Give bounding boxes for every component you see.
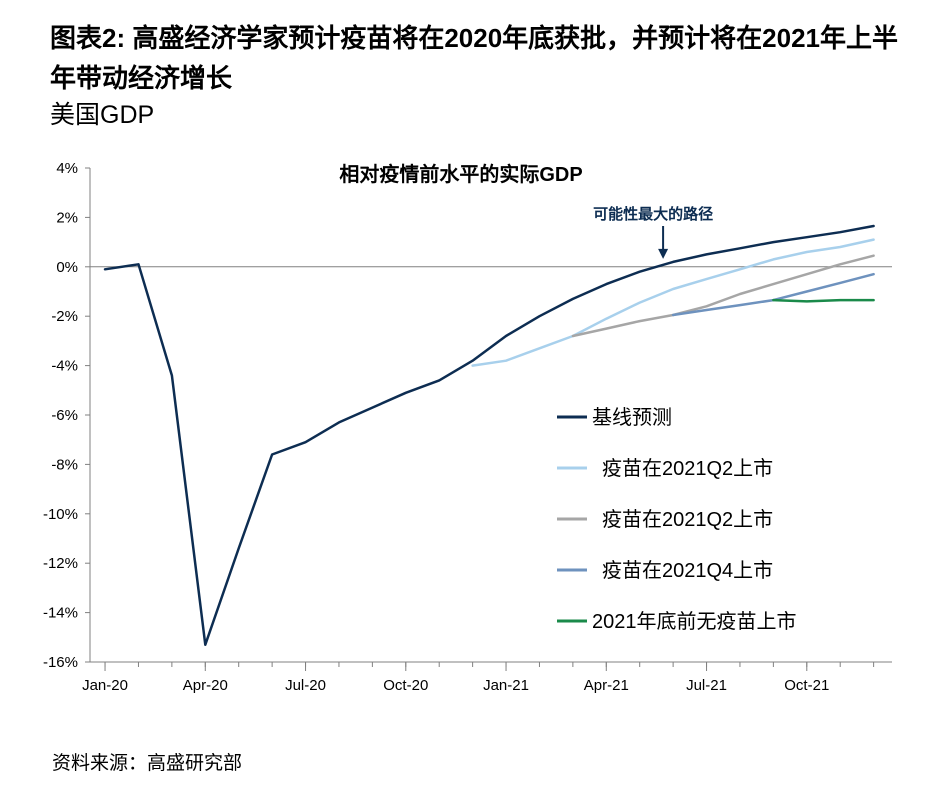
legend-label: 疫苗在2021Q2上市 xyxy=(602,457,773,480)
y-tick-label: -12% xyxy=(43,555,78,572)
x-tick-label: Jul-21 xyxy=(686,677,727,694)
chart-title: 相对疫情前水平的实际GDP xyxy=(339,162,582,186)
y-tick-label: -14% xyxy=(43,605,78,622)
legend-label: 疫苗在2021Q4上市 xyxy=(602,559,773,582)
figure-subtitle: 美国GDP xyxy=(50,101,155,129)
x-tick-label: Oct-21 xyxy=(784,677,829,694)
series-line-2 xyxy=(571,254,875,338)
annotation-arrow-head xyxy=(658,248,669,259)
series-line-0 xyxy=(103,224,875,646)
figure-title: 图表2: 高盛经济学家预计疫苗将在2020年底获批，并预计将在2021年上半年带… xyxy=(50,23,899,93)
y-tick-label: -8% xyxy=(51,456,78,473)
x-tick-label: Apr-21 xyxy=(584,677,629,694)
legend-label: 基线预测 xyxy=(592,406,672,429)
x-tick-label: Apr-20 xyxy=(183,677,228,694)
y-tick-label: 0% xyxy=(56,259,78,276)
series-line-4 xyxy=(772,298,875,303)
y-tick-label: 4% xyxy=(56,160,78,177)
x-tick-label: Oct-20 xyxy=(383,677,428,694)
x-tick-label: Jan-20 xyxy=(82,677,128,694)
annotation-label: 可能性最大的路径 xyxy=(593,205,713,223)
line-chart: 4% 2% 0% -2% -4% -6% -8% -10% -12% -14% -16%Jan-20… xyxy=(43,160,892,694)
source-note: 资料来源：高盛研究部 xyxy=(52,753,243,774)
y-tick-label: -16% xyxy=(43,654,78,671)
y-tick-label: -6% xyxy=(51,407,78,424)
y-tick-label: -10% xyxy=(43,506,78,523)
y-tick-label: -2% xyxy=(51,308,78,325)
y-tick-label: -4% xyxy=(51,358,78,375)
legend-label: 2021年底前无疫苗上市 xyxy=(592,610,797,633)
legend-label: 疫苗在2021Q2上市 xyxy=(602,508,773,531)
y-tick-label: 2% xyxy=(56,209,78,226)
series-line-1 xyxy=(471,238,875,367)
x-tick-label: Jul-20 xyxy=(285,677,326,694)
x-tick-label: Jan-21 xyxy=(483,677,529,694)
